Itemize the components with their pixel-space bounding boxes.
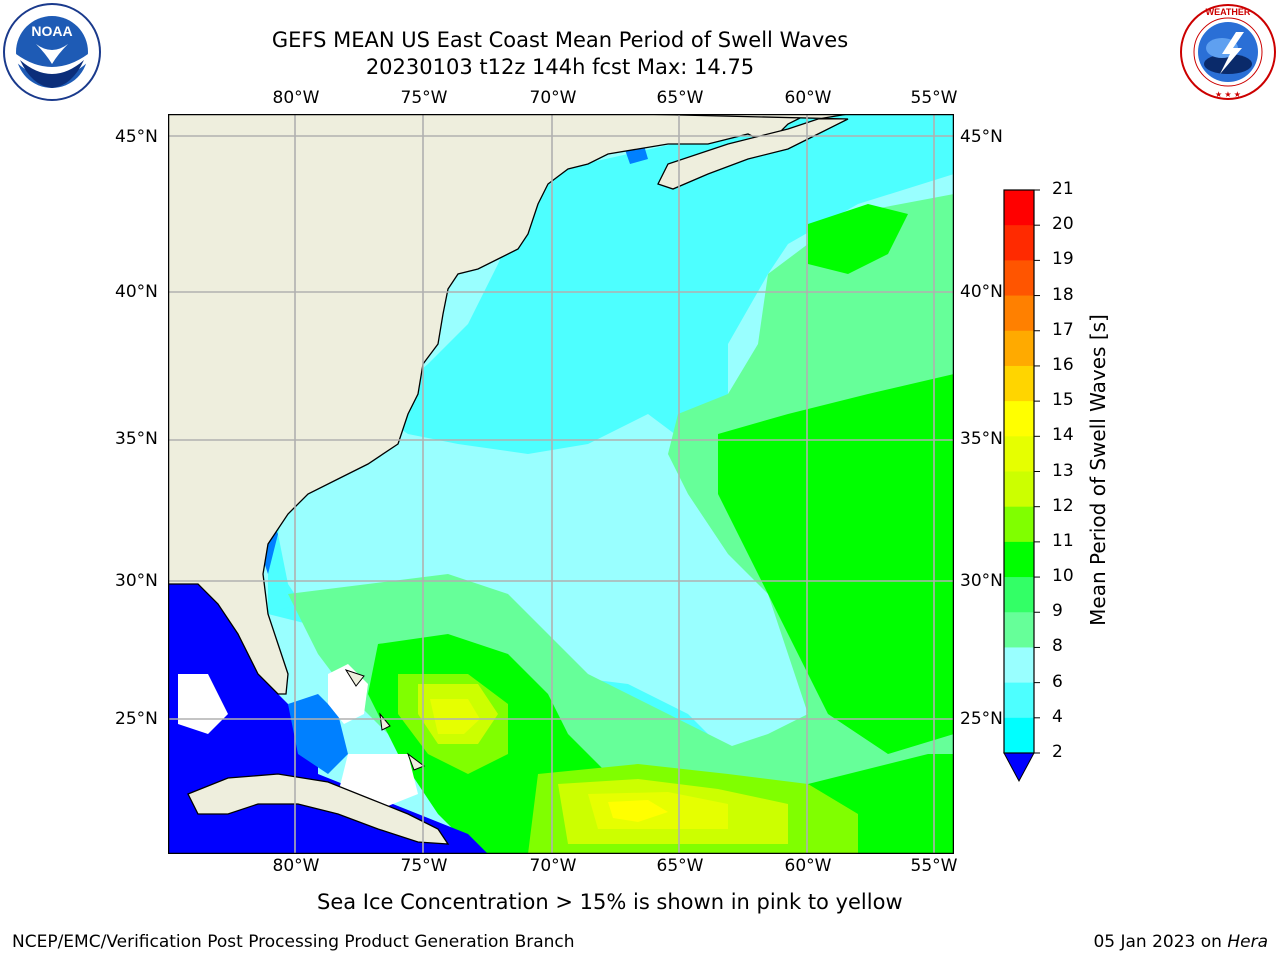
colorbar-block — [1004, 260, 1034, 297]
colorbar-tick-label: 15 — [1052, 390, 1074, 411]
left-lat-label-25n: 25°N — [115, 709, 158, 729]
colorbar-tick-label: 13 — [1052, 460, 1074, 481]
colorbar — [1003, 189, 1040, 783]
bottom-lon-label-55w: 55°W — [910, 856, 958, 876]
land-maritimes — [637, 114, 954, 190]
colorbar-block — [1004, 225, 1034, 261]
left-lat-label-30n: 30°N — [115, 571, 158, 591]
colorbar-block — [1004, 612, 1034, 648]
right-lat-label-35n: 35°N — [960, 429, 1003, 449]
colorbar-block — [1004, 190, 1034, 226]
colorbar-block — [1004, 682, 1034, 719]
colorbar-block — [1004, 647, 1034, 684]
right-lat-label-30n: 30°N — [960, 571, 1003, 591]
sea-ice-note: Sea Ice Concentration > 15% is shown in … — [317, 890, 903, 914]
colorbar-tick-label: 19 — [1052, 249, 1074, 270]
colorbar-tick-label: 12 — [1052, 495, 1074, 516]
top-lon-label-65w: 65°W — [656, 88, 704, 108]
colorbar-tick-label: 11 — [1052, 530, 1074, 551]
land-bahamas — [344, 669, 426, 771]
land-cuba — [187, 773, 450, 845]
colorbar-block — [1004, 541, 1034, 578]
swell-10-11s-east-region — [718, 374, 954, 754]
colorbar-tick-label: 10 — [1052, 566, 1074, 587]
svg-text:★ ★ ★: ★ ★ ★ — [1215, 90, 1241, 99]
colorbar-tick-label: 18 — [1052, 284, 1074, 305]
colorbar-block — [1004, 717, 1034, 754]
colorbar-block — [1004, 577, 1034, 613]
top-lon-label-55w: 55°W — [910, 88, 958, 108]
colorbar-tick-label: 16 — [1052, 354, 1074, 375]
swell-13-14s-region — [430, 699, 480, 734]
left-lat-label-40n: 40°N — [115, 282, 158, 302]
bottom-lon-label-65w: 65°W — [656, 856, 704, 876]
colorbar-tick-label: 20 — [1052, 214, 1074, 235]
swell-14-15s-peak-region — [608, 800, 668, 822]
colorbar-block — [1004, 506, 1034, 543]
colorbar-label: Mean Period of Swell Waves [s] — [1086, 314, 1110, 626]
bottom-lon-label-80w: 80°W — [272, 856, 320, 876]
swell-10-11s-north-region — [808, 204, 908, 274]
colorbar-block — [1004, 401, 1034, 437]
svg-text:WEATHER: WEATHER — [1206, 7, 1251, 17]
noaa-logo-icon: NOAA — [3, 3, 101, 101]
right-lat-label-45n: 45°N — [960, 127, 1003, 147]
map-frame — [168, 114, 954, 854]
right-lat-label-25n: 25°N — [960, 709, 1003, 729]
footer-credit: NCEP/EMC/Verification Post Processing Pr… — [12, 932, 575, 952]
swell-6-8s-region — [268, 114, 954, 614]
colorbar-block — [1004, 365, 1034, 402]
swell-period-map — [168, 114, 954, 854]
map-subtitle: 20230103 t12z 144h fcst Max: 14.75 — [365, 55, 755, 79]
land-north-america — [168, 114, 809, 695]
swell-4-6s-straits-region — [288, 694, 348, 774]
colorbar-tick-label: 4 — [1052, 706, 1063, 727]
colorbar-block — [1004, 295, 1034, 332]
right-lat-label-40n: 40°N — [960, 282, 1003, 302]
bottom-lon-label-60w: 60°W — [784, 856, 832, 876]
nws-logo-icon: WEATHER ★ ★ ★ — [1180, 4, 1276, 100]
map-title: GEFS MEAN US East Coast Mean Period of S… — [271, 28, 849, 52]
colorbar-extend-triangle — [1003, 752, 1035, 783]
colorbar-tick-label: 21 — [1052, 179, 1074, 199]
left-lat-label-35n: 35°N — [115, 429, 158, 449]
bottom-lon-label-75w: 75°W — [400, 856, 448, 876]
top-lon-label-75w: 75°W — [400, 88, 448, 108]
colorbar-block — [1004, 330, 1034, 367]
colorbar-tick-label: 9 — [1052, 601, 1063, 622]
top-lon-label-70w: 70°W — [529, 88, 577, 108]
colorbar-block — [1004, 471, 1034, 508]
colorbar-tick-label: 6 — [1052, 671, 1063, 692]
top-lon-label-60w: 60°W — [784, 88, 832, 108]
left-lat-label-45n: 45°N — [115, 127, 158, 147]
footer-date: 05 Jan 2023 on Hera — [1093, 932, 1268, 952]
footer-host: Hera — [1227, 932, 1268, 952]
top-lon-label-80w: 80°W — [272, 88, 320, 108]
bottom-lon-label-70w: 70°W — [529, 856, 577, 876]
svg-text:NOAA: NOAA — [31, 23, 72, 39]
colorbar-tick-label: 17 — [1052, 319, 1074, 340]
colorbar-block — [1004, 436, 1034, 472]
colorbar-tick-label: 2 — [1052, 742, 1063, 762]
colorbar-tick-label: 14 — [1052, 425, 1074, 446]
colorbar-tick-label: 8 — [1052, 636, 1063, 657]
footer-date-text: 05 Jan 2023 on — [1093, 932, 1228, 952]
graticule — [168, 114, 954, 854]
